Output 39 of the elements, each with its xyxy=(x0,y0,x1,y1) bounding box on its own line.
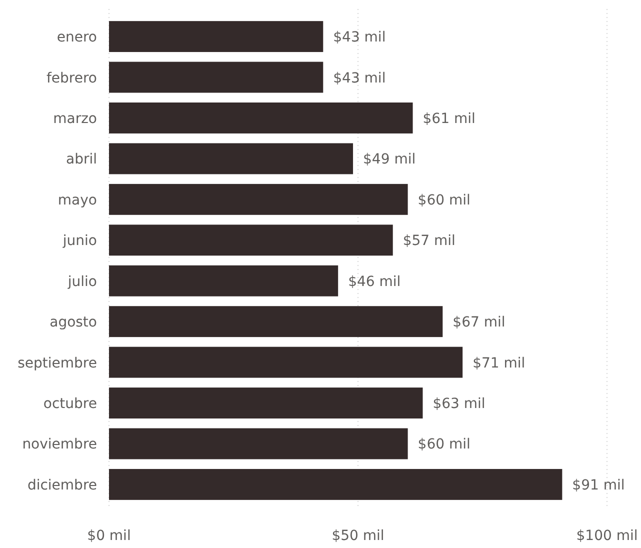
bar xyxy=(109,21,324,52)
bar xyxy=(109,265,338,296)
data-label: $61 mil xyxy=(422,110,476,127)
y-tick-label: mayo xyxy=(58,192,97,208)
y-tick-label: enero xyxy=(56,30,97,46)
data-label: $43 mil xyxy=(333,70,386,86)
y-tick-label: julio xyxy=(66,274,97,290)
data-label: $71 mil xyxy=(472,355,526,372)
data-label: $49 mil xyxy=(363,152,416,168)
data-label: $91 mil xyxy=(572,477,625,494)
y-tick-label: agosto xyxy=(50,314,97,331)
bar xyxy=(109,388,423,418)
data-label: $60 mil xyxy=(418,192,470,208)
x-tick-label: $50 mil xyxy=(332,528,384,544)
bar xyxy=(109,224,393,256)
y-tick-label: abril xyxy=(66,152,97,168)
data-label: $46 mil xyxy=(348,274,401,290)
bar xyxy=(109,143,354,174)
bar xyxy=(109,62,324,93)
x-tick-label: $100 mil xyxy=(576,528,638,544)
x-tick-label: $0 mil xyxy=(87,528,131,544)
y-tick-label: septiembre xyxy=(18,355,97,372)
y-tick-label: marzo xyxy=(53,110,97,127)
y-tick-label: noviembre xyxy=(22,436,97,453)
bar xyxy=(109,306,443,338)
y-tick-label: febrero xyxy=(46,70,97,86)
y-tick-label: junio xyxy=(62,233,97,250)
data-label: $60 mil xyxy=(418,436,470,453)
y-tick-label: diciembre xyxy=(27,477,97,494)
bar xyxy=(109,102,413,134)
bar xyxy=(109,184,408,215)
data-label: $43 mil xyxy=(333,30,386,46)
data-label: $63 mil xyxy=(432,396,486,412)
bar xyxy=(109,346,463,378)
bar xyxy=(109,468,562,500)
y-tick-label: octubre xyxy=(43,396,97,412)
bar xyxy=(109,428,408,460)
data-label: $67 mil xyxy=(452,314,506,331)
data-label: $57 mil xyxy=(402,233,456,250)
